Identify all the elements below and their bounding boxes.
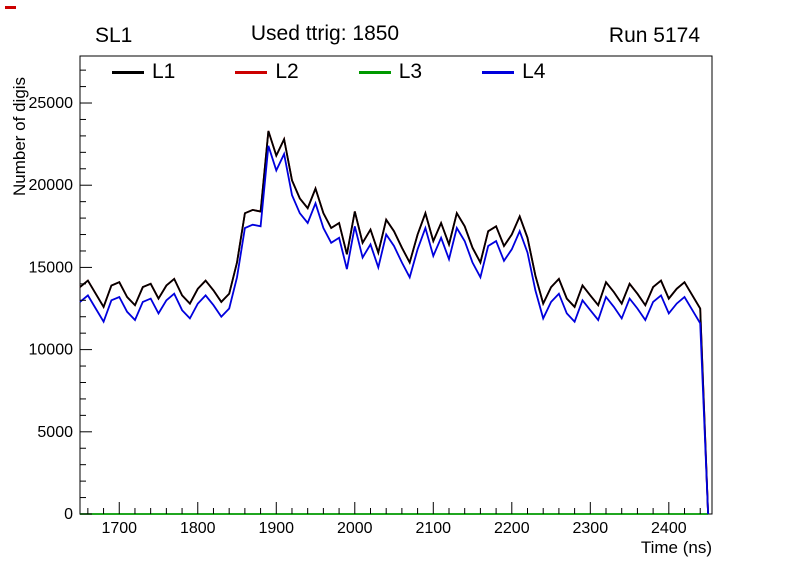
plot-title: Used ttrig: 1850 <box>250 22 400 45</box>
canvas-corner-mark <box>5 6 16 9</box>
legend-item-L1: L1 <box>112 60 175 84</box>
x-tick-label: 1700 <box>101 520 137 537</box>
plot-frame <box>79 55 713 515</box>
series-line-L4 <box>79 145 709 515</box>
run-label: Run 5174 <box>608 24 700 47</box>
legend-label: L1 <box>152 60 176 83</box>
legend-item-L3: L3 <box>358 60 423 84</box>
legend-line-icon <box>358 70 391 74</box>
x-tick-label: 1800 <box>180 520 216 537</box>
x-tick-label: 2000 <box>337 520 373 537</box>
x-tick-label: 1900 <box>258 520 294 537</box>
legend-item-L2: L2 <box>235 60 299 84</box>
legend: L1 L2 L3 L4 <box>112 60 545 84</box>
y-tick-label: 25000 <box>29 95 74 112</box>
x-tick-label: 2300 <box>573 520 609 537</box>
legend-label: L4 <box>522 60 546 83</box>
x-tick-label: 2100 <box>415 520 451 537</box>
legend-line-icon <box>235 70 268 74</box>
y-tick-label: 5000 <box>37 424 73 441</box>
x-tick-label: 2400 <box>651 520 687 537</box>
legend-line-icon <box>482 70 515 74</box>
y-tick-label: 0 <box>64 506 73 523</box>
series-line-L1 <box>79 130 709 515</box>
legend-label: L2 <box>275 60 299 83</box>
y-axis-ticks: 0 5000 10000 15000 20000 25000 <box>29 69 92 523</box>
y-tick-label: 10000 <box>29 342 74 359</box>
x-tick-label: 2200 <box>494 520 530 537</box>
x-axis-ticks: 1700 1800 1900 2000 2100 2200 2300 2400 <box>87 502 701 537</box>
y-tick-label: 15000 <box>29 259 74 276</box>
legend-label: L3 <box>398 60 423 83</box>
y-tick-label: 20000 <box>29 177 74 194</box>
series-lines <box>79 130 709 515</box>
series-line-L2 <box>79 130 709 515</box>
superlayer-title: SL1 <box>95 24 133 47</box>
legend-line-icon <box>112 70 144 74</box>
x-axis-title: Time (ns) <box>640 538 712 557</box>
legend-item-L4: L4 <box>482 60 545 84</box>
